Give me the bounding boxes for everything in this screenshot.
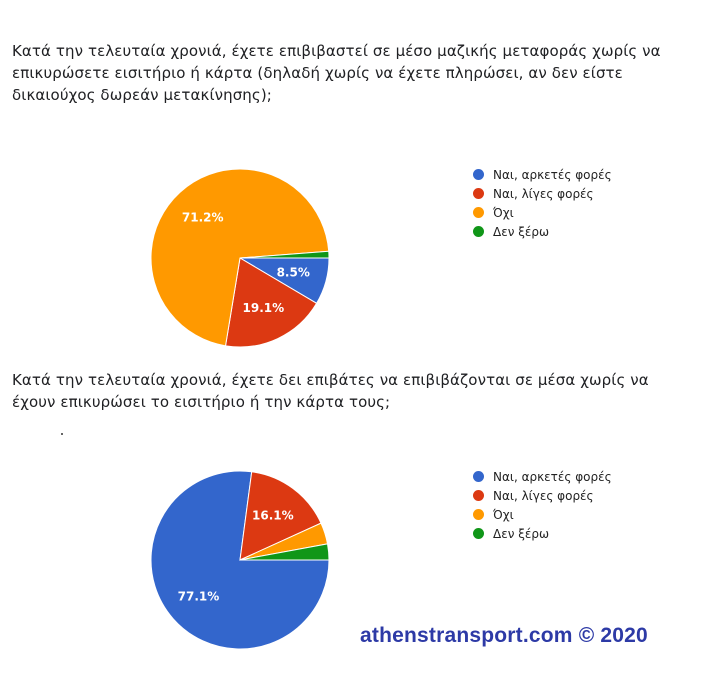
legend-label: Δεν ξέρω <box>493 224 550 239</box>
legend-item-nai-arketes[interactable]: Ναι, αρκετές φορές <box>473 467 612 486</box>
pie-slice-1-3[interactable] <box>239 250 330 259</box>
legend-swatch-green <box>473 226 484 237</box>
legend-item-ochi[interactable]: Όχι <box>473 505 612 524</box>
credit-watermark: athenstransport.com © 2020 <box>360 624 648 647</box>
legend-item-ochi[interactable]: Όχι <box>473 203 612 222</box>
stray-dot <box>61 433 63 435</box>
legend-swatch-orange <box>473 207 484 218</box>
legend-item-nai-liges[interactable]: Ναι, λίγες φορές <box>473 486 612 505</box>
legend-label: Όχι <box>493 205 514 220</box>
legend-label: Ναι, λίγες φορές <box>493 488 594 503</box>
legend-2: Ναι, αρκετές φορές Ναι, λίγες φορές Όχι … <box>473 467 612 543</box>
pie-slice-2-3[interactable] <box>239 543 330 561</box>
legend-swatch-blue <box>473 471 484 482</box>
legend-label: Ναι, αρκετές φορές <box>493 167 612 182</box>
pie-chart-1: 8.5% 19.1% 71.2% <box>150 168 330 348</box>
legend-label: Ναι, αρκετές φορές <box>493 469 612 484</box>
legend-label: Ναι, λίγες φορές <box>493 186 594 201</box>
pie-slice-label-2-0: 77.1% <box>178 589 220 603</box>
pie-slice-2-1[interactable] <box>239 471 322 561</box>
legend-swatch-red <box>473 188 484 199</box>
pie-slice-label-1-2: 71.2% <box>182 210 224 224</box>
legend-swatch-orange <box>473 509 484 520</box>
legend-1: Ναι, αρκετές φορές Ναι, λίγες φορές Όχι … <box>473 165 612 241</box>
pie-slice-label-1-0: 8.5% <box>277 266 310 280</box>
legend-item-nai-arketes[interactable]: Ναι, αρκετές φορές <box>473 165 612 184</box>
pie-slice-label-2-1: 16.1% <box>252 509 294 523</box>
legend-swatch-green <box>473 528 484 539</box>
legend-item-den-xero[interactable]: Δεν ξέρω <box>473 524 612 543</box>
legend-item-nai-liges[interactable]: Ναι, λίγες φορές <box>473 184 612 203</box>
pie-slice-1-2[interactable] <box>150 168 330 347</box>
legend-label: Δεν ξέρω <box>493 526 550 541</box>
legend-item-den-xero[interactable]: Δεν ξέρω <box>473 222 612 241</box>
pie-slice-1-1[interactable] <box>224 257 318 348</box>
legend-swatch-blue <box>473 169 484 180</box>
legend-swatch-red <box>473 490 484 501</box>
pie-chart-2: 77.1% 16.1% <box>150 470 330 650</box>
question-1-title: Κατά την τελευταία χρονιά, έχετε επιβιβα… <box>12 42 661 104</box>
pie-slice-label-1-1: 19.1% <box>243 301 285 315</box>
legend-label: Όχι <box>493 507 514 522</box>
question-2-title: Κατά την τελευταία χρονιά, έχετε δει επι… <box>12 371 649 411</box>
